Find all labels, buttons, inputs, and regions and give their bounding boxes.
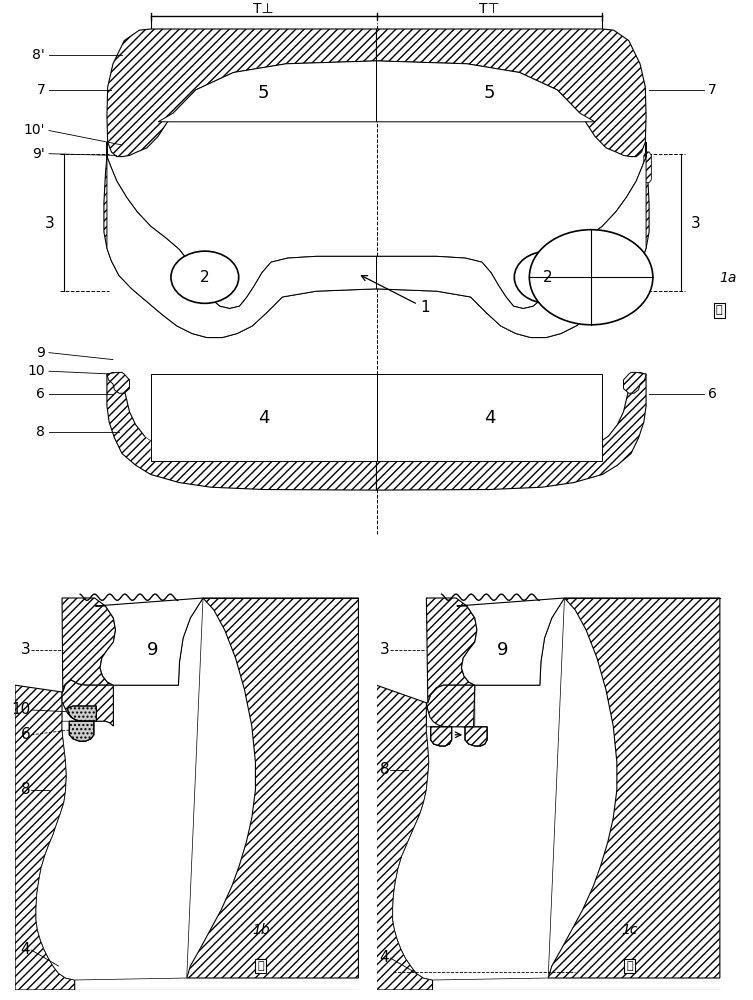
Polygon shape [465,727,487,746]
Text: 6: 6 [708,387,717,401]
Text: 4: 4 [380,950,389,966]
Polygon shape [62,598,115,692]
Text: 8: 8 [20,782,30,798]
Circle shape [171,251,239,303]
Bar [376,374,602,461]
Text: 8: 8 [36,425,45,439]
Bar [151,374,376,461]
Text: 1: 1 [421,300,430,315]
Text: 7: 7 [36,83,45,97]
Text: 4: 4 [258,409,270,427]
Text: 4: 4 [483,409,495,427]
Text: 图: 图 [716,305,722,315]
Polygon shape [623,372,646,393]
Text: 10': 10' [23,123,45,137]
Text: 6: 6 [36,387,45,401]
Polygon shape [69,721,94,741]
Polygon shape [457,598,565,685]
Text: 5: 5 [258,84,270,102]
Text: 7: 7 [708,83,717,97]
Circle shape [529,230,653,325]
Polygon shape [644,152,651,183]
Text: 3: 3 [20,642,30,658]
Text: 1a: 1a [719,271,736,285]
Polygon shape [145,436,376,461]
Polygon shape [376,685,432,990]
Text: 1c: 1c [621,923,638,937]
Polygon shape [376,61,595,122]
Polygon shape [107,29,376,157]
Polygon shape [96,598,203,685]
Text: 图: 图 [258,961,264,971]
Polygon shape [68,706,96,721]
Polygon shape [107,372,376,490]
Text: 8': 8' [32,48,45,62]
Polygon shape [376,142,646,338]
Text: T⊤: T⊤ [479,2,500,16]
Polygon shape [36,598,203,980]
Polygon shape [107,142,376,338]
Polygon shape [376,142,649,338]
Polygon shape [104,142,376,338]
Polygon shape [431,727,452,746]
Polygon shape [376,372,646,490]
Text: 2: 2 [544,270,553,285]
Text: 6: 6 [20,727,30,742]
Polygon shape [62,680,114,726]
Text: 3: 3 [380,642,389,658]
Text: 8: 8 [380,762,389,778]
Text: 9': 9' [32,147,45,161]
Polygon shape [548,598,720,978]
Polygon shape [158,61,376,122]
Text: 4: 4 [20,942,30,958]
Polygon shape [426,685,475,732]
Text: 10: 10 [11,702,30,717]
Polygon shape [15,685,75,990]
Text: 3: 3 [44,216,54,231]
Polygon shape [107,372,130,393]
Text: 9: 9 [147,641,158,659]
Text: 2: 2 [200,270,209,285]
Text: 1b: 1b [252,923,270,937]
Polygon shape [376,29,646,157]
Text: 9: 9 [497,641,509,659]
Polygon shape [426,598,477,703]
Text: 3: 3 [691,216,701,231]
Polygon shape [187,598,358,978]
Text: T⊥: T⊥ [253,2,274,16]
Text: 图: 图 [626,961,633,971]
Text: 9: 9 [36,346,45,360]
Polygon shape [393,598,565,980]
Text: 5: 5 [483,84,495,102]
Circle shape [514,251,582,303]
Text: 10: 10 [28,364,45,378]
